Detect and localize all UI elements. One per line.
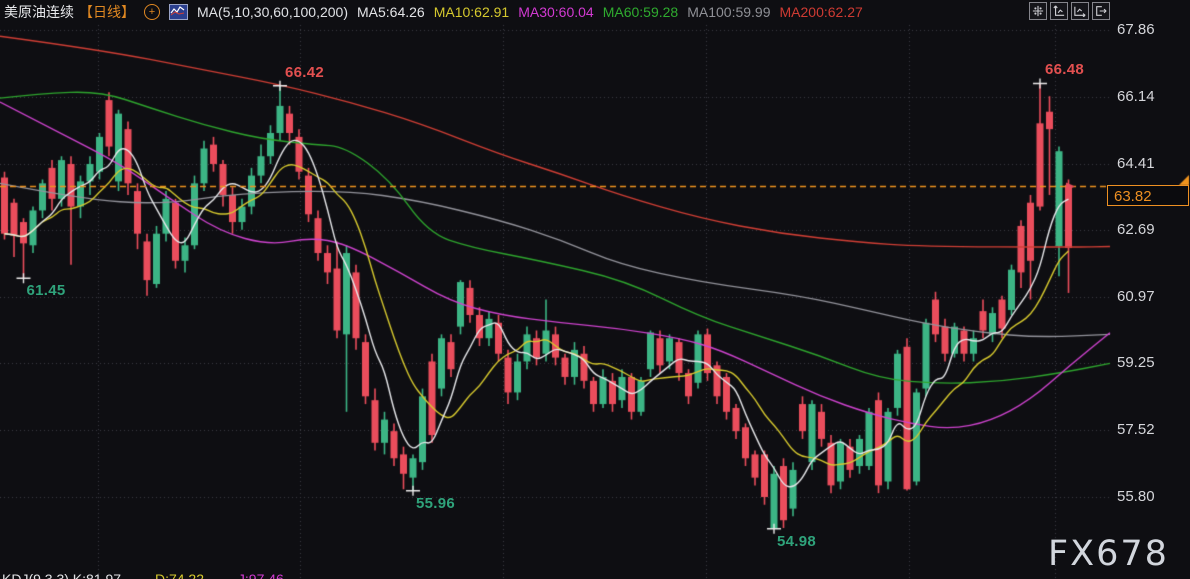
crosshair-icon[interactable]: +: [144, 4, 160, 20]
price-annotation-low: 54.98: [777, 532, 817, 550]
y-axis-label: 55.80: [1117, 488, 1155, 505]
exit-view-icon[interactable]: [1092, 2, 1110, 20]
kdj-d-fragment: D:74.22: [154, 571, 204, 579]
y-axis-label: 64.41: [1117, 154, 1155, 172]
y-axis-label: 60.97: [1117, 287, 1155, 305]
chart-header: 美原油连续 【日线】 + MA(5,10,30,60,100,200) MA5:…: [4, 2, 863, 22]
ma200-value: MA200:62.27: [779, 4, 863, 20]
ma-settings-label: MA(5,10,30,60,100,200): [197, 4, 348, 20]
watermark: FX678: [1048, 534, 1169, 574]
y-axis-label: 62.69: [1117, 221, 1155, 239]
price-annotation-high: 66.42: [285, 63, 325, 81]
ma10-value: MA10:62.91: [433, 4, 510, 20]
y-axis-label: 66.14: [1117, 87, 1155, 105]
price-annotation-low: 61.45: [26, 282, 66, 300]
y-axis-label: 59.25: [1117, 354, 1155, 372]
axis-zoom-vertical-icon[interactable]: [1050, 2, 1068, 20]
ma100-value: MA100:59.99: [687, 4, 771, 20]
last-price-label: 63.82: [1107, 185, 1189, 206]
kdj-j-fragment: J:97.46: [237, 571, 284, 579]
chart-toolbar: [1029, 2, 1110, 20]
secondary-indicator-row-clipped: KDJ(9,3,3) K:81.97 D:74.22 J:97.46: [2, 571, 314, 579]
price-annotation-low: 55.96: [416, 494, 456, 512]
price-annotation-high: 66.48: [1045, 61, 1085, 79]
y-axis-label: 67.86: [1117, 21, 1155, 38]
kdj-k-fragment: KDJ(9,3,3) K:81.97: [2, 571, 122, 579]
ma30-value: MA30:60.04: [518, 4, 594, 20]
pan-tool-icon[interactable]: [1029, 2, 1047, 20]
ma60-value: MA60:59.28: [602, 4, 679, 20]
axis-zoom-horizontal-icon[interactable]: [1071, 2, 1089, 20]
chart-style-icon[interactable]: [169, 4, 188, 20]
period-label: 【日线】: [79, 4, 135, 20]
ma5-value: MA5:64.26: [357, 4, 425, 20]
symbol-title: 美原油连续: [4, 4, 74, 20]
y-axis-label: 57.52: [1117, 421, 1155, 439]
